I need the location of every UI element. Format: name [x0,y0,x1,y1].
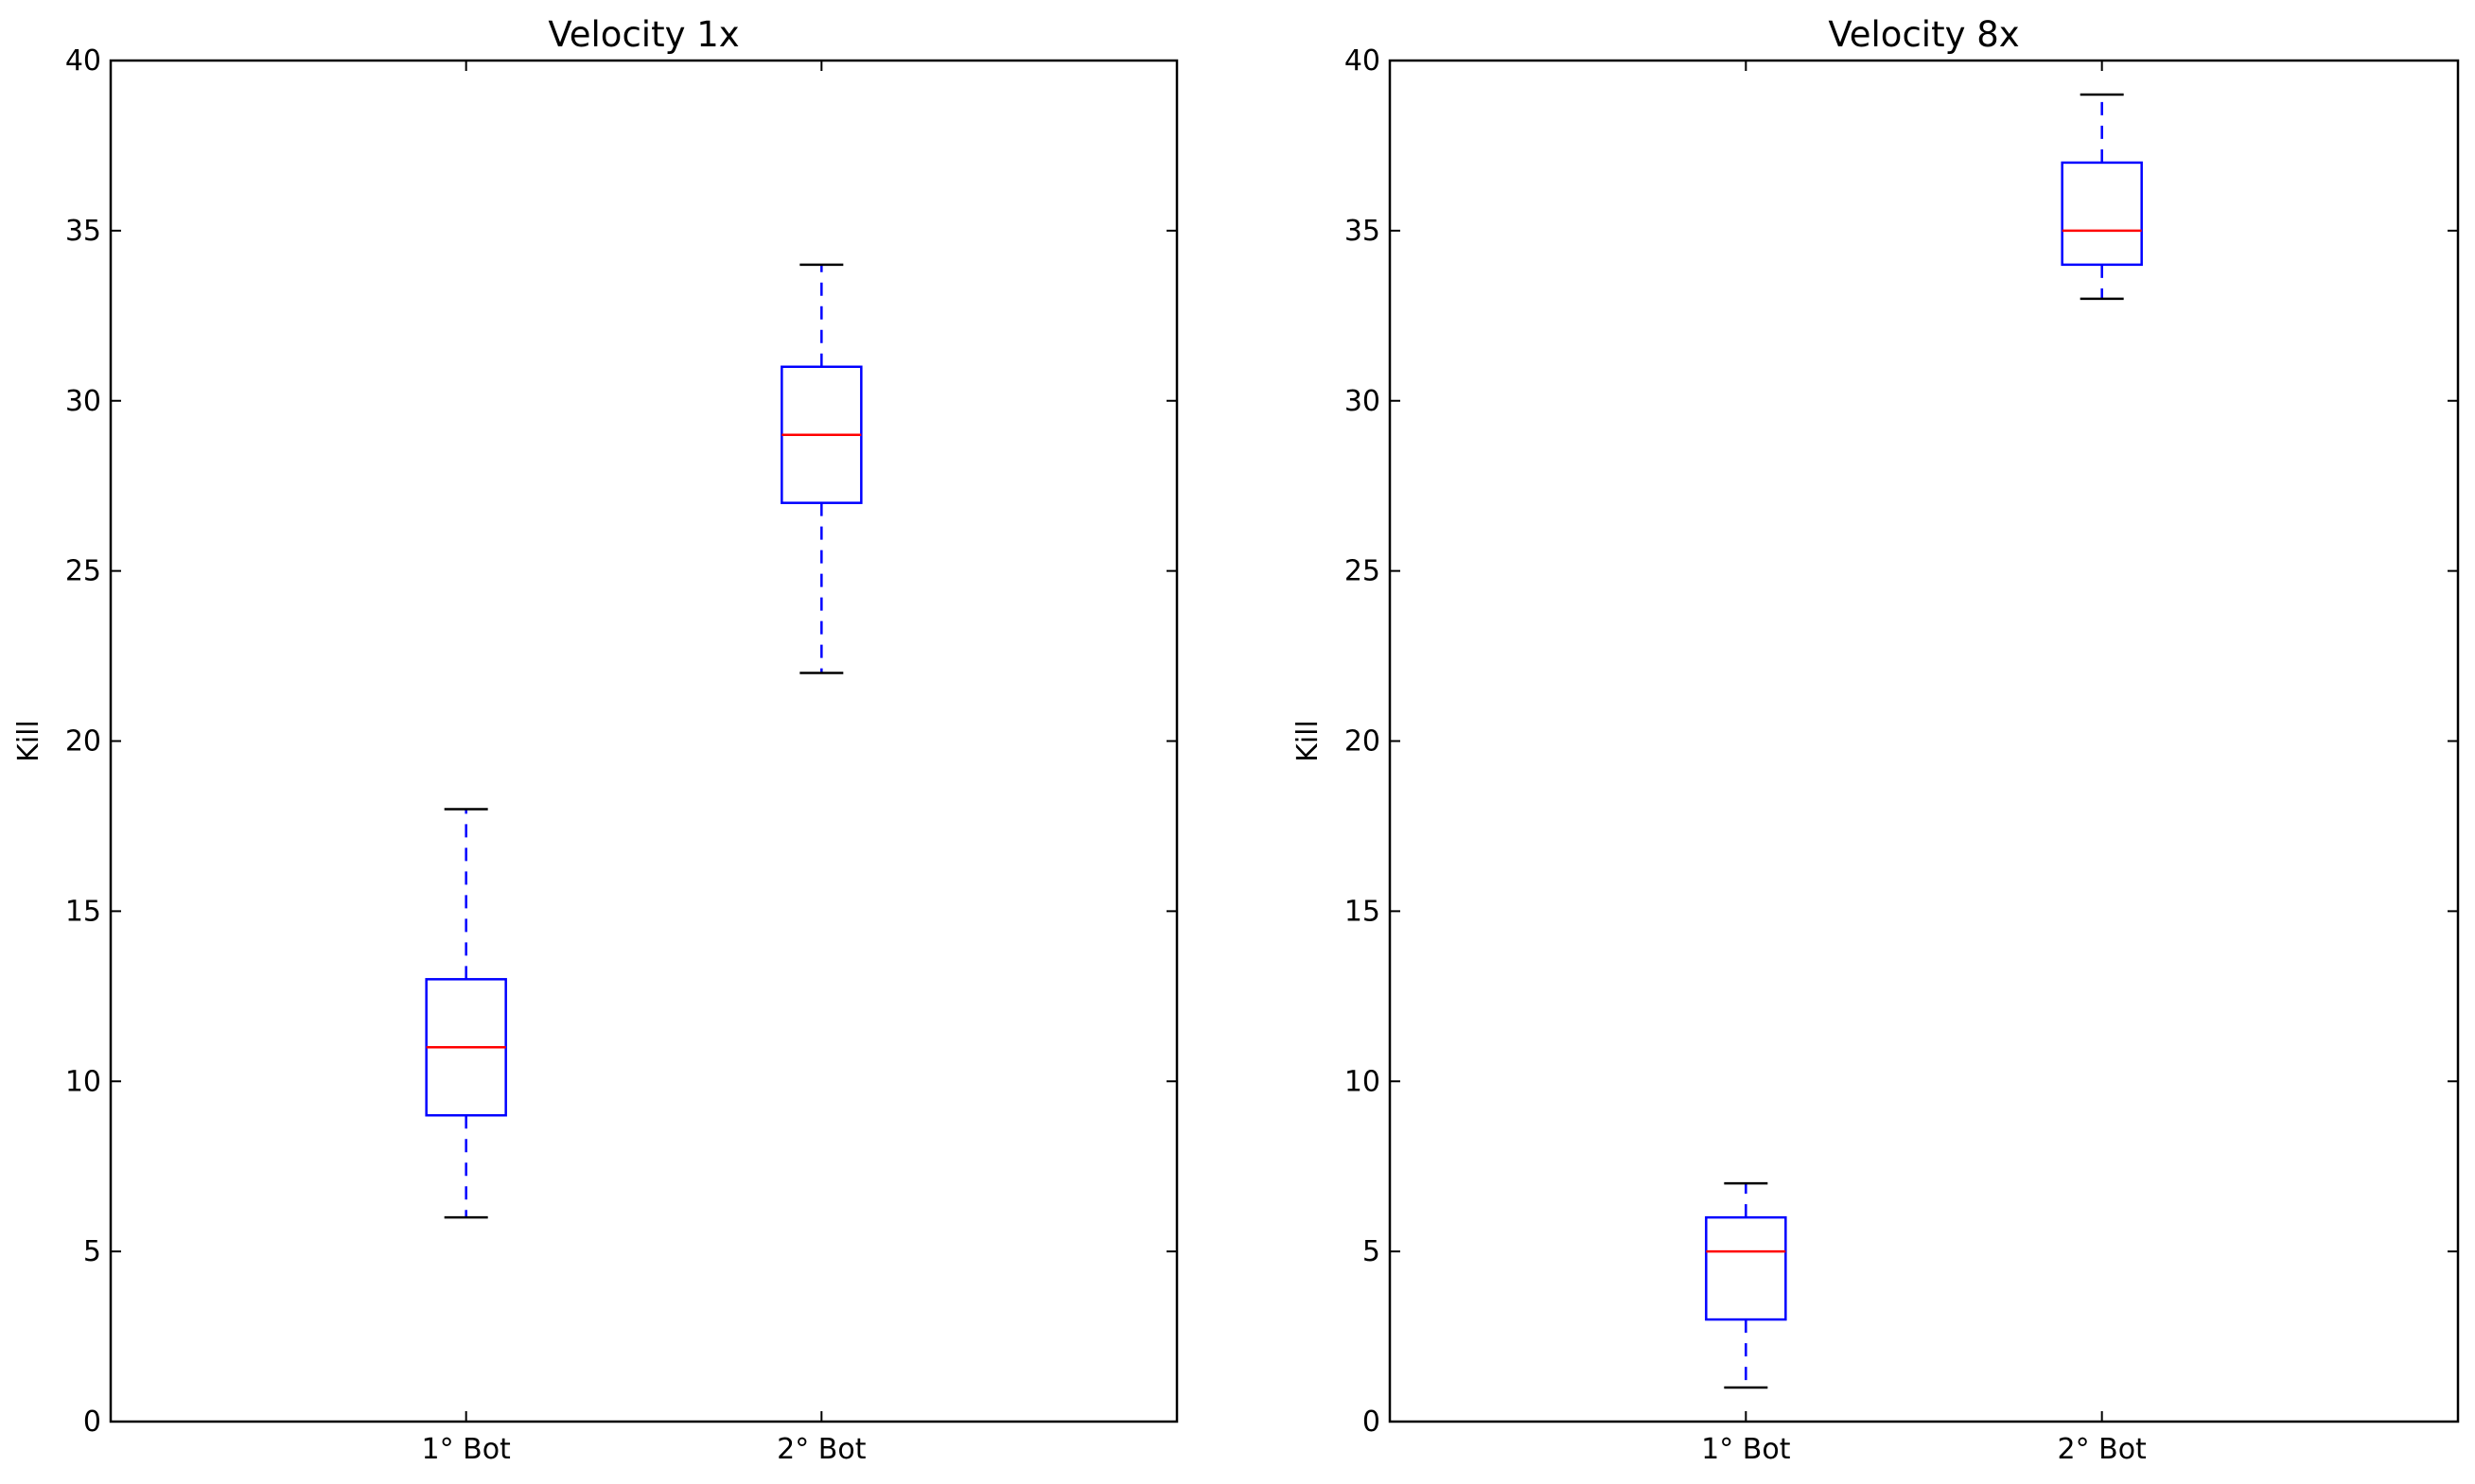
y-tick-label: 40 [1344,44,1380,78]
box-rect [2061,161,2143,267]
x-tick-label: 2° Bot [777,1433,867,1466]
y-tick-label: 10 [1344,1065,1380,1098]
box-1 [1705,1181,1787,1389]
chart-title: Velocity 1x [548,14,739,55]
y-tick-label: 30 [1344,385,1380,418]
box-2 [781,263,863,674]
box-2 [2061,93,2143,301]
plot-area: 0 5 10 15 20 25 30 35 40 1° Bot 2° Bot [1344,44,2458,1466]
plot-frame [1388,59,2460,1423]
box-rect [1705,1215,1787,1321]
y-tick-label: 15 [65,895,101,928]
y-tick-label: 30 [65,385,101,418]
y-tick-label: 15 [1344,895,1380,928]
y-tick-label: 5 [83,1235,101,1268]
plot-area: 0 5 10 15 20 25 30 35 40 1° Bot 2° Bot [65,44,1177,1466]
y-tick-label: 40 [65,44,101,78]
plot-frame [109,59,1179,1423]
y-tick-label: 20 [65,725,101,759]
y-axis-label: Kill [1291,720,1325,762]
chart-title: Velocity 8x [1828,14,2019,55]
x-tick-label: 2° Bot [2058,1433,2148,1466]
x-tick-label: 1° Bot [1701,1433,1791,1466]
y-axis-label: Kill [12,720,45,762]
y-tick-label: 10 [65,1065,101,1098]
y-tick-label: 25 [65,555,101,588]
y-tick-label: 0 [1362,1405,1380,1439]
box-1 [425,808,507,1219]
y-tick-label: 35 [65,215,101,248]
subplot-velocity-8x: Velocity 8x Kill 0 5 10 15 20 25 30 35 40 1° Bot 2… [1291,14,2460,1466]
x-tick-label: 1° Bot [422,1433,512,1466]
y-tick-label: 25 [1344,555,1380,588]
y-tick-label: 35 [1344,215,1380,248]
y-tick-label: 5 [1362,1235,1380,1268]
subplot-velocity-1x: Velocity 1x Kill 0 5 10 15 20 25 30 35 40 1° Bot 2… [12,14,1179,1466]
y-tick-label: 20 [1344,725,1380,759]
y-tick-label: 0 [83,1405,101,1439]
